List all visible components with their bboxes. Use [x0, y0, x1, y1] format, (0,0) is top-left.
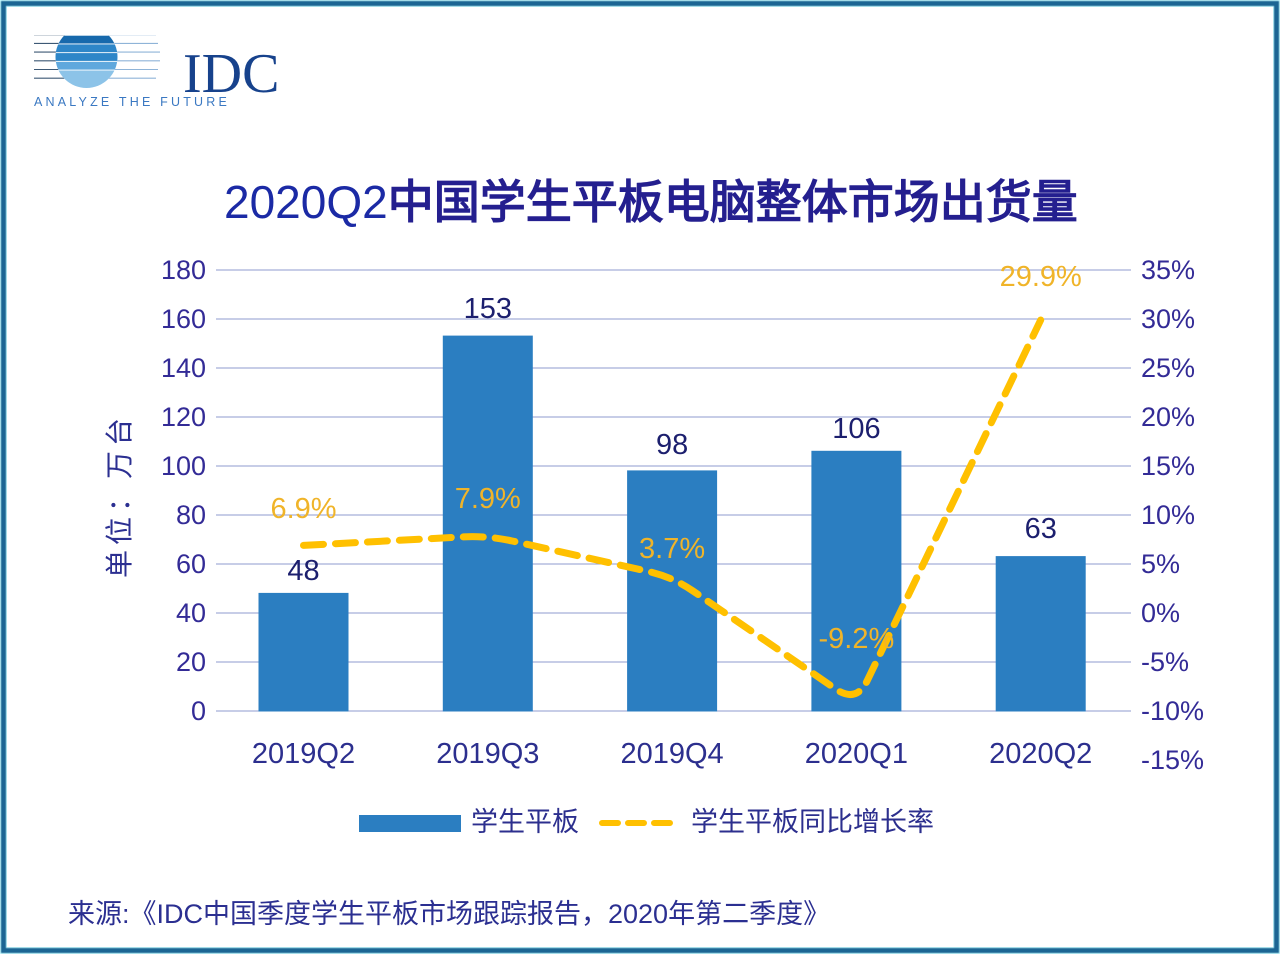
- svg-text:140: 140: [161, 353, 206, 383]
- svg-text:153: 153: [464, 293, 512, 325]
- svg-text:25%: 25%: [1141, 353, 1195, 383]
- svg-text:7.9%: 7.9%: [455, 483, 521, 515]
- svg-text:-5%: -5%: [1141, 647, 1189, 677]
- svg-text:6.9%: 6.9%: [270, 493, 336, 525]
- svg-text:180: 180: [161, 255, 206, 285]
- svg-text:63: 63: [1025, 513, 1057, 545]
- svg-text:98: 98: [656, 429, 688, 461]
- svg-text:10%: 10%: [1141, 500, 1195, 530]
- svg-text:60: 60: [176, 549, 206, 579]
- svg-text:48: 48: [287, 555, 319, 587]
- svg-text:0%: 0%: [1141, 598, 1180, 628]
- svg-text:ANALYZE THE FUTURE: ANALYZE THE FUTURE: [34, 95, 230, 109]
- svg-text:35%: 35%: [1141, 255, 1195, 285]
- svg-text:106: 106: [832, 413, 880, 445]
- svg-text:-10%: -10%: [1141, 696, 1204, 726]
- svg-text:80: 80: [176, 500, 206, 530]
- svg-text:0: 0: [191, 696, 206, 726]
- svg-text:2019Q3: 2019Q3: [436, 738, 539, 770]
- svg-text:5%: 5%: [1141, 549, 1180, 579]
- svg-text:-9.2%: -9.2%: [819, 623, 895, 655]
- svg-text:20: 20: [176, 647, 206, 677]
- svg-text:100: 100: [161, 451, 206, 481]
- svg-text:2019Q2: 2019Q2: [252, 738, 355, 770]
- svg-text:29.9%: 29.9%: [1000, 261, 1082, 293]
- svg-text:20%: 20%: [1141, 402, 1195, 432]
- svg-text:-15%: -15%: [1141, 745, 1204, 775]
- svg-text:2020Q2: 2020Q2: [989, 738, 1092, 770]
- svg-text:160: 160: [161, 304, 206, 334]
- svg-text:学生平板同比增长率: 学生平板同比增长率: [691, 807, 934, 837]
- svg-text:120: 120: [161, 402, 206, 432]
- svg-text:40: 40: [176, 598, 206, 628]
- svg-text:2019Q4: 2019Q4: [620, 738, 723, 770]
- svg-text:3.7%: 3.7%: [639, 533, 705, 565]
- svg-text:30%: 30%: [1141, 304, 1195, 334]
- svg-text:学生平板: 学生平板: [471, 807, 579, 837]
- svg-text:15%: 15%: [1141, 451, 1195, 481]
- svg-text:2020Q1: 2020Q1: [805, 738, 908, 770]
